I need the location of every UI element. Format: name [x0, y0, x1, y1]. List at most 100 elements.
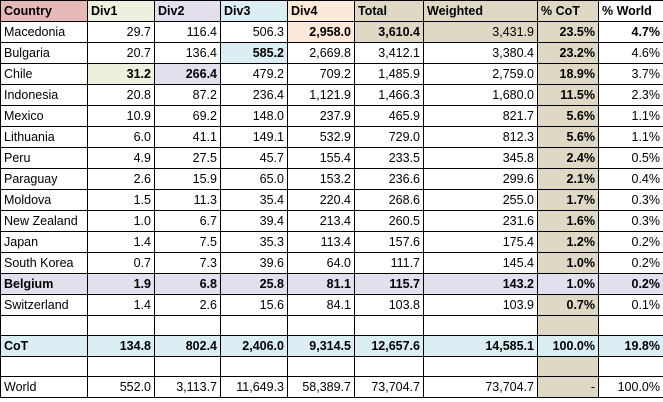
cell-div3: 149.1 — [220, 126, 288, 148]
cell-div4: 2,958.0 — [287, 21, 355, 43]
cot-pct-world: 19.8% — [598, 335, 663, 357]
cell-country: Indonesia — [0, 84, 88, 106]
cell-div2: 2.6 — [154, 294, 221, 316]
world-div2: 3,113.7 — [154, 376, 221, 398]
table-row: Japan 1.4 7.5 35.3 113.4 157.6 175.4 1.2% 0.2% — [0, 231, 663, 253]
cell-country: Bulgaria — [0, 42, 88, 64]
cell-div4: 113.4 — [287, 231, 355, 253]
cell-div1: 1.4 — [87, 294, 155, 316]
cell-pct-cot: 5.6% — [537, 126, 599, 148]
cell-weighted: 175.4 — [423, 231, 538, 253]
cell-total: 1,485.9 — [354, 63, 424, 85]
cot-country: CoT — [0, 335, 88, 357]
cell-pct-cot: 1.7% — [537, 189, 599, 211]
table-row: South Korea 0.7 7.3 39.6 64.0 111.7 145.4 1.0% 0… — [0, 252, 663, 274]
cell-country: Moldova — [0, 189, 88, 211]
cell-div1: 2.6 — [87, 168, 155, 190]
cell-div4: 155.4 — [287, 147, 355, 169]
cell-div1: 1.9 — [87, 273, 155, 295]
cell-pct-world: 0.3% — [598, 189, 663, 211]
cell-weighted: 299.6 — [423, 168, 538, 190]
world-row: World 552.0 3,113.7 11,649.3 58,389.7 73,704.… — [0, 376, 663, 398]
cot-div1: 134.8 — [87, 335, 155, 357]
table-row: Bulgaria 20.7 136.4 585.2 2,669.8 3,412.1 3,38… — [0, 42, 663, 64]
cell-div1: 10.9 — [87, 105, 155, 127]
cell-div1: 1.0 — [87, 210, 155, 232]
cell-weighted: 2,759.0 — [423, 63, 538, 85]
cot-row: CoT 134.8 802.4 2,406.0 9,314.5 12,657.6 14,58… — [0, 335, 663, 357]
cell-div2: 7.5 — [154, 231, 221, 253]
header-div1: Div1 — [87, 0, 155, 22]
cell-total: 111.7 — [354, 252, 424, 274]
cell-pct-cot: 5.6% — [537, 105, 599, 127]
cell-div2: 136.4 — [154, 42, 221, 64]
spacer-cell — [87, 315, 155, 336]
world-weighted: 73,704.7 — [423, 376, 538, 398]
cell-div1: 20.8 — [87, 84, 155, 106]
table-row: Switzerland 1.4 2.6 15.6 84.1 103.8 103.9 0.7% 0… — [0, 294, 663, 316]
table-row: Belgium 1.9 6.8 25.8 81.1 115.7 143.2 1.0% 0.2% — [0, 273, 663, 295]
spacer-cell — [537, 315, 599, 336]
cell-div2: 41.1 — [154, 126, 221, 148]
header-pct-world: % World — [598, 0, 663, 22]
cell-div2: 116.4 — [154, 21, 221, 43]
cell-div3: 479.2 — [220, 63, 288, 85]
cell-div3: 35.4 — [220, 189, 288, 211]
table-row: Macedonia 29.7 116.4 506.3 2,958.0 3,610.4 3,4… — [0, 21, 663, 43]
cell-country: Belgium — [0, 273, 88, 295]
cell-total: 729.0 — [354, 126, 424, 148]
cell-div4: 2,669.8 — [287, 42, 355, 64]
spacer-cell — [154, 356, 221, 377]
cell-pct-cot: 1.2% — [537, 231, 599, 253]
spacer-cell — [598, 356, 663, 377]
spacer-cell — [287, 356, 355, 377]
cell-pct-cot: 0.7% — [537, 294, 599, 316]
cell-div1: 20.7 — [87, 42, 155, 64]
cell-div2: 266.4 — [154, 63, 221, 85]
cell-div3: 45.7 — [220, 147, 288, 169]
cell-div2: 15.9 — [154, 168, 221, 190]
cell-weighted: 143.2 — [423, 273, 538, 295]
table-row: Peru 4.9 27.5 45.7 155.4 233.5 345.8 2.4% 0.5% — [0, 147, 663, 169]
cell-pct-cot: 23.2% — [537, 42, 599, 64]
cell-pct-world: 3.7% — [598, 63, 663, 85]
cell-weighted: 812.3 — [423, 126, 538, 148]
header-row: Country Div1 Div2 Div3 Div4 Total Weighted% Co… — [0, 0, 663, 22]
cell-div3: 506.3 — [220, 21, 288, 43]
cell-country: Mexico — [0, 105, 88, 127]
cell-pct-world: 0.2% — [598, 252, 663, 274]
cell-div4: 220.4 — [287, 189, 355, 211]
cell-div4: 1,121.9 — [287, 84, 355, 106]
cell-div3: 35.3 — [220, 231, 288, 253]
cell-div2: 6.8 — [154, 273, 221, 295]
cell-total: 157.6 — [354, 231, 424, 253]
cell-pct-cot: 1.0% — [537, 252, 599, 274]
cell-pct-world: 0.5% — [598, 147, 663, 169]
spacer-cell — [87, 356, 155, 377]
cell-country: South Korea — [0, 252, 88, 274]
world-total: 73,704.7 — [354, 376, 424, 398]
cell-pct-world: 4.6% — [598, 42, 663, 64]
cell-weighted: 3,431.9 — [423, 21, 538, 43]
cell-div4: 153.2 — [287, 168, 355, 190]
cell-country: Japan — [0, 231, 88, 253]
cell-country: Chile — [0, 63, 88, 85]
cell-div2: 27.5 — [154, 147, 221, 169]
cell-div4: 237.9 — [287, 105, 355, 127]
header-div4: Div4 — [287, 0, 355, 22]
spacer-cell — [423, 356, 538, 377]
cell-pct-world: 1.1% — [598, 126, 663, 148]
cell-div3: 39.4 — [220, 210, 288, 232]
cell-weighted: 3,380.4 — [423, 42, 538, 64]
world-pct-world: 100.0% — [598, 376, 663, 398]
cell-div4: 81.1 — [287, 273, 355, 295]
spacer-row — [0, 356, 663, 377]
cell-div1: 1.4 — [87, 231, 155, 253]
world-country: World — [0, 376, 88, 398]
header-country: Country — [0, 0, 88, 22]
spacer-row — [0, 315, 663, 336]
cell-div1: 29.7 — [87, 21, 155, 43]
cell-pct-world: 0.3% — [598, 210, 663, 232]
cell-div3: 39.6 — [220, 252, 288, 274]
